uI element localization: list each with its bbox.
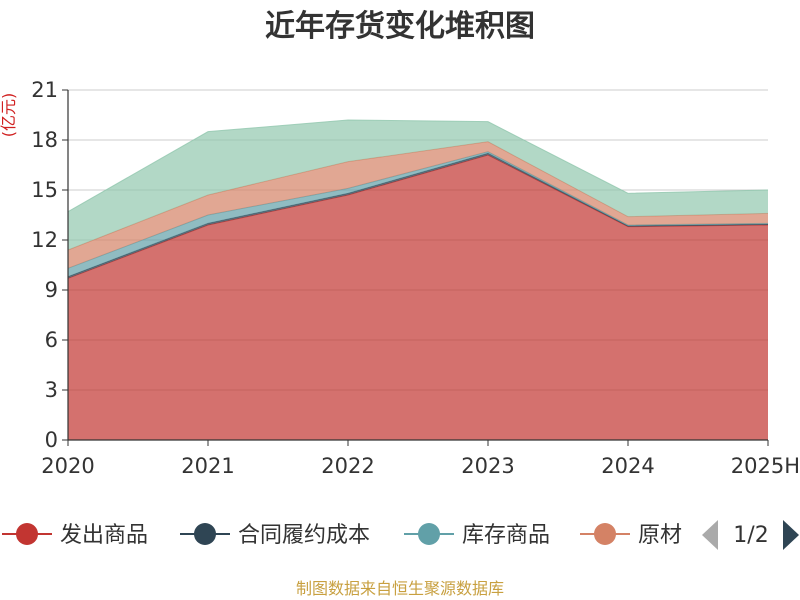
data-source-note: 制图数据来自恒生聚源数据库 (296, 579, 504, 598)
y-tick-label: 18 (31, 128, 58, 152)
legend: 发出商品 合同履约成本 库存商品 原材 1/2 (2, 520, 799, 550)
legend-item[interactable]: 合同履约成本 (180, 523, 370, 548)
axes: 0 3 6 9 12 15 18 21 2020 2021 2022 2023 2024 2025H (31, 78, 800, 478)
legend-label: 合同履约成本 (238, 523, 370, 548)
y-tick-label: 0 (45, 428, 58, 452)
y-tick-label: 15 (31, 178, 58, 202)
x-tick-label: 2020 (41, 454, 94, 478)
x-tick-label: 2025H (731, 454, 800, 478)
y-tick-label: 12 (31, 228, 58, 252)
area-series-group (67, 119, 769, 440)
legend-label: 库存商品 (462, 523, 550, 548)
legend-item[interactable]: 发出商品 (2, 523, 148, 548)
y-tick-label: 9 (45, 278, 58, 302)
legend-marker (594, 523, 616, 545)
legend-marker (418, 523, 440, 545)
y-axis-unit-label: (亿元) (0, 93, 18, 138)
legend-prev-page-icon[interactable] (702, 520, 718, 550)
legend-items: 发出商品 合同履约成本 库存商品 原材 (2, 523, 682, 548)
legend-label: 发出商品 (60, 523, 148, 548)
x-tick-label: 2024 (601, 454, 654, 478)
area-series-4 (68, 141, 768, 269)
legend-marker (16, 523, 38, 545)
y-tick-label: 6 (45, 328, 58, 352)
y-tick-label: 21 (31, 78, 58, 102)
chart-title: 近年存货变化堆积图 (265, 9, 535, 44)
legend-item[interactable]: 原材 (580, 523, 682, 548)
legend-page-indicator: 1/2 (733, 523, 768, 548)
area-series-5 (68, 120, 768, 250)
x-tick-label: 2023 (461, 454, 514, 478)
area-series-1 (68, 155, 768, 440)
area-series-edge-4 (67, 141, 769, 251)
legend-label: 原材 (638, 523, 682, 548)
legend-next-page-icon[interactable] (783, 520, 799, 550)
x-tick-label: 2022 (321, 454, 374, 478)
x-tick-label: 2021 (181, 454, 234, 478)
legend-item[interactable]: 库存商品 (404, 523, 550, 548)
area-series-edge-5 (67, 119, 769, 213)
legend-marker (194, 523, 216, 545)
y-tick-label: 3 (45, 378, 58, 402)
